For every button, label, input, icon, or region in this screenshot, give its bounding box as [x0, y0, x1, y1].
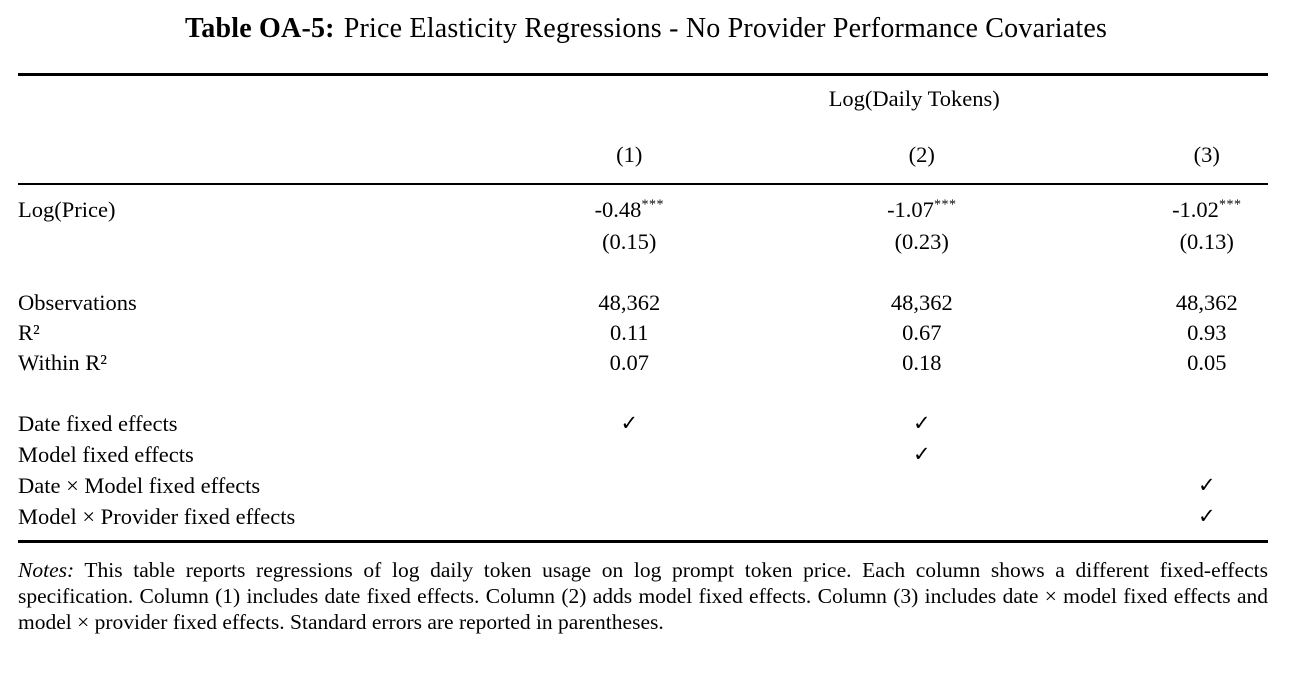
- within-r-squared-row: Within R² 0.07 0.18 0.05: [18, 348, 1268, 378]
- significance-stars: ***: [933, 197, 957, 213]
- row-spacer: [18, 258, 1268, 288]
- checkmark-cell: [561, 501, 699, 542]
- column-header-2: (2): [698, 114, 1146, 185]
- dependent-variable-header: Log(Daily Tokens): [828, 86, 1000, 111]
- coefficient-value: -1.07: [887, 197, 934, 222]
- observations-row: Observations 48,362 48,362 48,362: [18, 288, 1268, 318]
- checkmark-cell: [561, 470, 699, 501]
- coefficient-value: -1.02: [1172, 197, 1219, 222]
- checkmark-cell: [1146, 439, 1269, 470]
- coefficient-cell-2: -1.07***: [698, 184, 1146, 226]
- table-notes: Notes: This table reports regressions of…: [18, 557, 1268, 635]
- stat-cell: 0.07: [609, 350, 649, 375]
- coefficient-row: Log(Price) -0.48*** -1.07*** -1.02***: [18, 184, 1268, 226]
- significance-stars: ***: [641, 197, 664, 213]
- column-header-1: (1): [560, 114, 698, 185]
- date-model-fixed-effects-row: Date × Model fixed effects ✓: [18, 470, 1268, 501]
- row-label-date-fe: Date fixed effects: [18, 411, 178, 436]
- stat-cell: 0.05: [1187, 350, 1227, 375]
- coefficient-cell-3: -1.02***: [1146, 184, 1269, 226]
- checkmark-cell: ✓: [1197, 504, 1216, 528]
- empty-cell: [18, 75, 561, 115]
- stat-cell: 0.18: [902, 350, 942, 375]
- spacer-cell: [18, 378, 1268, 408]
- model-fixed-effects-row: Model fixed effects ✓: [18, 439, 1268, 470]
- row-label-date-model-fe: Date × Model fixed effects: [18, 473, 261, 498]
- row-label-r-squared: R²: [18, 320, 40, 345]
- date-fixed-effects-row: Date fixed effects ✓ ✓: [18, 408, 1268, 439]
- table-number: Table OA-5:: [184, 13, 335, 44]
- regression-table: Log(Daily Tokens) (1) (2) (3) Log(Price)…: [18, 73, 1268, 543]
- notes-text: This table reports regressions of log da…: [18, 558, 1268, 634]
- empty-cell: [18, 114, 561, 185]
- notes-label: Notes:: [18, 558, 75, 582]
- checkmark-cell: ✓: [620, 411, 639, 435]
- row-label-model-fe: Model fixed effects: [18, 442, 194, 467]
- row-label-observations: Observations: [18, 290, 137, 315]
- dependent-variable-row: Log(Daily Tokens): [18, 75, 1268, 115]
- checkmark-cell: ✓: [1197, 473, 1216, 497]
- stat-cell: 0.93: [1187, 320, 1227, 345]
- stat-cell: 0.67: [902, 320, 942, 345]
- column-header-3: (3): [1145, 114, 1268, 185]
- std-error-row: (0.15) (0.23) (0.13): [18, 226, 1268, 258]
- row-label-within-r-squared: Within R²: [18, 350, 107, 375]
- checkmark-cell: [1146, 408, 1269, 439]
- stat-cell: 48,362: [598, 290, 661, 315]
- row-label-model-provider-fe: Model × Provider fixed effects: [18, 504, 296, 529]
- std-error-cell-3: (0.13): [1179, 229, 1234, 254]
- coefficient-cell-1: -0.48***: [561, 184, 699, 226]
- stat-cell: 48,362: [890, 290, 953, 315]
- row-spacer: [18, 378, 1268, 408]
- spacer-cell: [18, 258, 1268, 288]
- std-error-cell-1: (0.15): [602, 229, 657, 254]
- empty-cell: [18, 226, 561, 258]
- coefficient-value: -0.48: [594, 197, 642, 222]
- checkmark-cell: [561, 439, 699, 470]
- checkmark-cell: ✓: [912, 411, 931, 435]
- std-error-cell-2: (0.23): [894, 229, 949, 254]
- r-squared-row: R² 0.11 0.67 0.93: [18, 318, 1268, 348]
- checkmark-cell: [698, 501, 1146, 542]
- column-number-row: (1) (2) (3): [18, 114, 1268, 185]
- table-title: Table OA-5: Price Elasticity Regressions …: [0, 0, 1292, 45]
- stat-cell: 0.11: [609, 320, 649, 345]
- table-caption: Price Elasticity Regressions - No Provid…: [343, 13, 1108, 44]
- checkmark-cell: ✓: [912, 442, 931, 466]
- checkmark-cell: [698, 470, 1146, 501]
- significance-stars: ***: [1218, 197, 1242, 213]
- model-provider-fixed-effects-row: Model × Provider fixed effects ✓: [18, 501, 1268, 542]
- stat-cell: 48,362: [1175, 290, 1238, 315]
- row-label-log-price: Log(Price): [18, 197, 116, 222]
